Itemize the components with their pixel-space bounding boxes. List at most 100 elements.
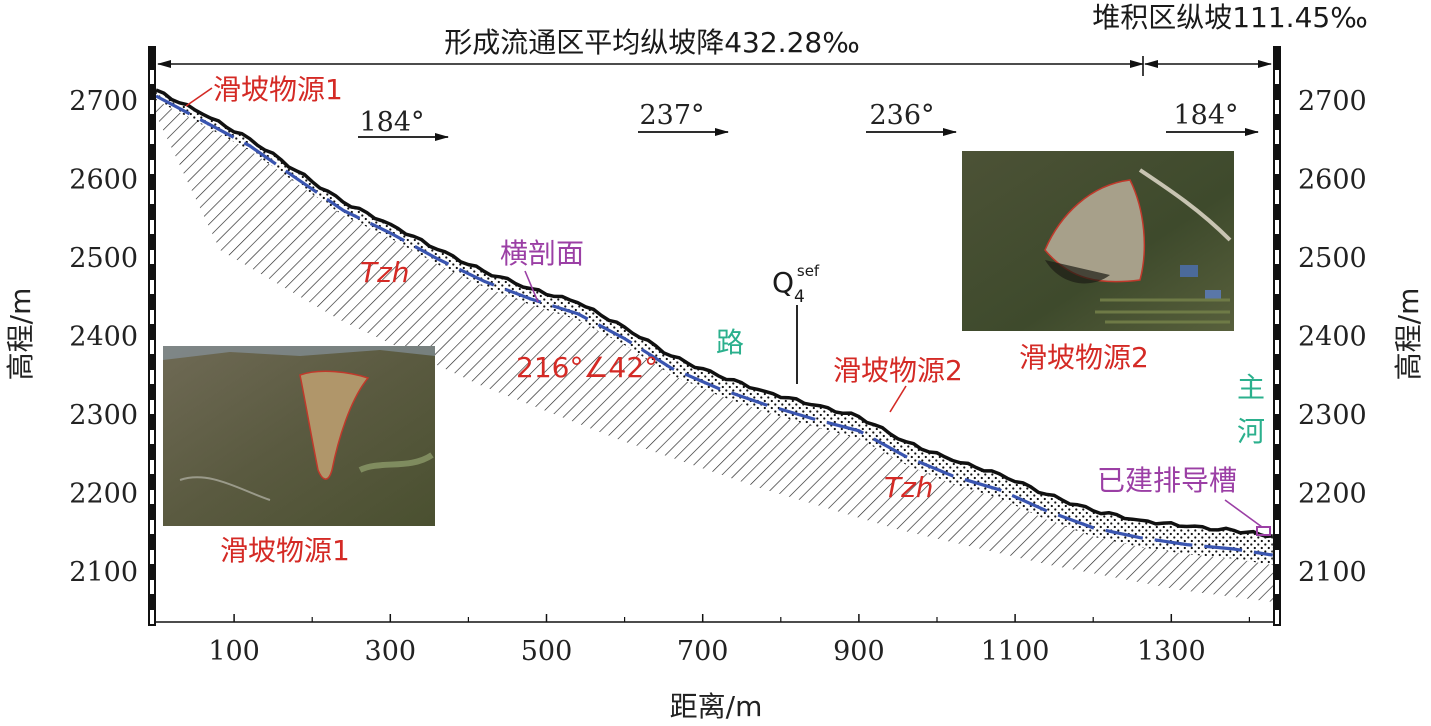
y-tick-label-right: 2500	[1298, 243, 1367, 274]
y-tick-label-left: 2600	[69, 165, 138, 196]
source2-leader	[889, 385, 907, 413]
axis-bar-segment	[1275, 340, 1279, 354]
axis-bar-segment	[1275, 520, 1279, 534]
main-river-label-1: 主	[1237, 371, 1265, 404]
q4-symbol: Q	[772, 266, 794, 299]
road-label: 路	[716, 326, 744, 359]
x-tick-label: 300	[365, 636, 417, 667]
axis-bar-segment	[150, 280, 154, 294]
cross-section-label: 横剖面	[500, 237, 584, 270]
x-tick-label: 1100	[981, 636, 1050, 667]
source1-photo-caption: 滑坡物源1	[220, 534, 350, 567]
axis-bar-segment	[1275, 100, 1279, 114]
x-tick-label: 1300	[1137, 636, 1206, 667]
y-tick-label-right: 2600	[1298, 165, 1367, 196]
x-tick-label: 500	[521, 636, 573, 667]
axis-bar-segment	[1275, 220, 1279, 234]
rock-unit-label-lower: Tzh	[884, 471, 934, 504]
cross-section-leader	[524, 270, 539, 303]
direction-label: 236°	[869, 100, 934, 131]
axis-bar-segment	[150, 550, 154, 564]
source1-leader	[185, 87, 213, 107]
left-axis-segments	[150, 70, 154, 624]
photo-inset-source1	[163, 346, 435, 526]
axis-bar-segment	[1275, 370, 1279, 384]
q4-superscript: sef	[797, 262, 820, 280]
deposition-zone-gradient: 堆积区纵坡111.45‰	[1092, 1, 1368, 34]
axis-bar-segment	[150, 430, 154, 444]
y-tick-label-right: 2700	[1298, 86, 1367, 117]
axis-bar-segment	[150, 580, 154, 594]
axis-bar-segment	[1275, 610, 1279, 624]
y-tick-label-right: 2100	[1298, 557, 1367, 588]
ground-profile-line	[155, 88, 1273, 539]
axis-bar-segment	[1275, 280, 1279, 294]
x-axis-ticks: 100 300 500 700 900 1100 1300	[208, 614, 1251, 667]
source1-label: 滑坡物源1	[213, 73, 343, 106]
direction-label: 184°	[1173, 100, 1238, 131]
axis-bar-segment	[1275, 550, 1279, 564]
axis-bar-segment	[150, 610, 154, 624]
y-tick-label-left: 2400	[69, 322, 138, 353]
axis-bar-segment	[150, 340, 154, 354]
axis-bar-segment	[1275, 130, 1279, 144]
y-tick-label-left: 2300	[69, 400, 138, 431]
axis-bar-segment	[1275, 190, 1279, 204]
axis-bar-segment	[150, 160, 154, 174]
y-tick-label-left: 2100	[69, 557, 138, 588]
axis-bar-segment	[1275, 460, 1279, 474]
axis-bar-segment	[150, 70, 154, 84]
y-axis-ticks: 2700 2700 2600 2600 2500 2500 2400 2400 2300 2300…	[69, 86, 1366, 588]
q4-label: Q4 sef	[772, 262, 820, 307]
drainage-channel-label: 已建排导槽	[1097, 464, 1237, 497]
source2-label: 滑坡物源2	[833, 354, 963, 387]
x-tick-label: 100	[208, 636, 260, 667]
geology-layers	[156, 90, 1273, 602]
drainage-leader	[1224, 499, 1263, 528]
axis-bar-segment	[150, 250, 154, 264]
y-axis-title-left: 高程/m	[4, 288, 37, 381]
source2-photo-caption: 滑坡物源2	[1019, 341, 1149, 374]
axis-bar-segment	[1275, 250, 1279, 264]
attitude-label: 216°∠42°	[516, 351, 658, 384]
y-tick-label-left: 2200	[69, 479, 138, 510]
axis-bar-segment	[150, 130, 154, 144]
main-river-label-2: 河	[1237, 415, 1265, 448]
axis-bar-segment	[1275, 490, 1279, 504]
axis-bar-segment	[150, 520, 154, 534]
y-tick-label-right: 2300	[1298, 400, 1367, 431]
x-axis-title: 距离/m	[670, 690, 763, 723]
axis-bar-segment	[150, 400, 154, 414]
y-tick-label-left: 2500	[69, 243, 138, 274]
x-tick-label: 900	[833, 636, 885, 667]
axis-bar-segment	[1275, 310, 1279, 324]
y-tick-label-left: 2700	[69, 86, 138, 117]
axis-bar-segment	[1275, 160, 1279, 174]
y-axis-title-right: 高程/m	[1392, 288, 1425, 381]
x-tick-label: 700	[677, 636, 729, 667]
axis-bar-segment	[1275, 70, 1279, 84]
axis-bar-segment	[150, 100, 154, 114]
axis-bar-segment	[1275, 400, 1279, 414]
axis-bar-segment	[150, 460, 154, 474]
direction-label: 184°	[359, 107, 424, 138]
axis-bar-segment	[1275, 430, 1279, 444]
right-axis-bar	[1273, 46, 1281, 626]
axis-bar-segment	[150, 190, 154, 204]
formation-zone-gradient: 形成流通区平均纵坡降432.28‰	[444, 26, 860, 59]
axis-bar-segment	[150, 370, 154, 384]
flow-direction-arrows: 184° 237° 236° 184°	[358, 100, 1259, 141]
y-tick-label-right: 2400	[1298, 322, 1367, 353]
axis-bar-segment	[150, 220, 154, 234]
rock-unit-label-upper: Tzh	[360, 256, 410, 289]
drainage-channel-marker	[1256, 526, 1271, 536]
axis-bar-segment	[1275, 580, 1279, 594]
left-axis-bar	[148, 46, 156, 626]
axis-bar-segment	[150, 310, 154, 324]
axis-bar-segment	[150, 490, 154, 504]
photo-inset-source2	[962, 151, 1234, 331]
sliding-surface-line	[155, 94, 1274, 557]
y-tick-label-right: 2200	[1298, 479, 1367, 510]
right-axis-segments	[1275, 70, 1279, 624]
